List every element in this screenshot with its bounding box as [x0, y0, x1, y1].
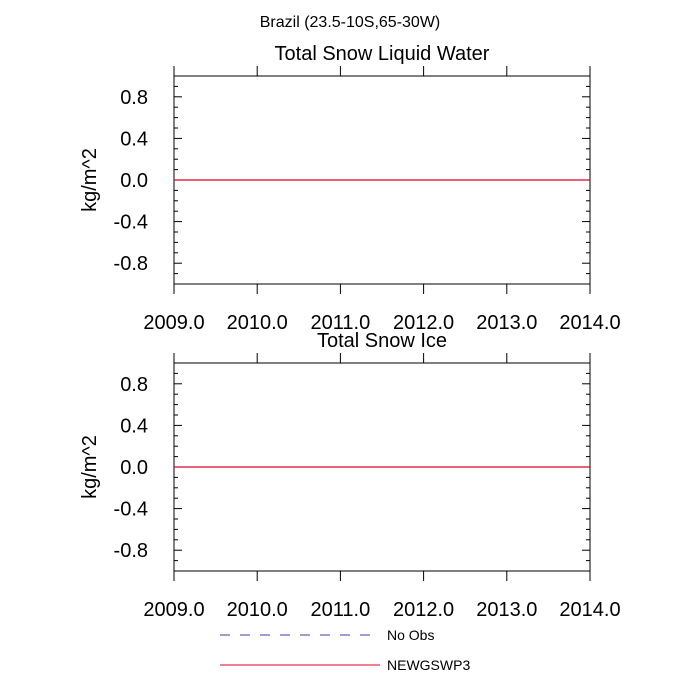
chart-title: Total Snow Ice [317, 330, 447, 352]
x-tick-label: 2014.0 [559, 312, 620, 334]
x-tick-label: 2012.0 [393, 312, 454, 334]
x-tick-label: 2013.0 [476, 599, 537, 621]
x-tick-label: 2011.0 [311, 599, 371, 621]
y-tick-label: 0.0 [120, 170, 148, 192]
x-tick-label: 2009.0 [143, 599, 204, 621]
y-tick-label: 0.4 [120, 415, 148, 437]
x-tick-label: 2010.0 [227, 312, 288, 334]
x-tick-label: 2012.0 [393, 599, 454, 621]
legend-label-2: NEWGSWP3 [387, 657, 470, 673]
chart-title: Total Snow Liquid Water [275, 43, 490, 65]
legend: No Obs NEWGSWP3 [220, 627, 470, 673]
x-tick-label: 2010.0 [227, 599, 288, 621]
legend-label-1: No Obs [387, 627, 434, 643]
y-axis-label: kg/m^2 [79, 435, 101, 499]
panels: Total Snow Liquid Water kg/m^2 0.8 0.4 0.0 -0… [79, 43, 621, 621]
figure-suptitle: Brazil (23.5-10S,65-30W) [260, 14, 441, 31]
y-tick-label: 0.8 [120, 87, 148, 109]
x-tick-label: 2014.0 [559, 599, 620, 621]
y-axis-label: kg/m^2 [79, 148, 101, 212]
y-tick-label: -0.8 [114, 253, 148, 275]
y-tick-label: 0.8 [120, 374, 148, 396]
chart-panel-1: Total Snow Liquid Water kg/m^2 0.8 0.4 0.0 -0… [79, 43, 621, 334]
x-tick-label: 2011.0 [311, 312, 371, 334]
x-tick-label: 2009.0 [143, 312, 204, 334]
chart-panel-2: Total Snow Ice kg/m^2 0.8 0.4 0.0 -0.4 -0.8 200… [79, 330, 621, 621]
y-tick-label: -0.4 [114, 499, 148, 521]
x-tick-label: 2013.0 [476, 312, 537, 334]
y-tick-label: -0.8 [114, 540, 148, 562]
y-tick-label: -0.4 [114, 212, 148, 234]
y-tick-label: 0.4 [120, 128, 148, 150]
y-tick-label: 0.0 [120, 457, 148, 479]
